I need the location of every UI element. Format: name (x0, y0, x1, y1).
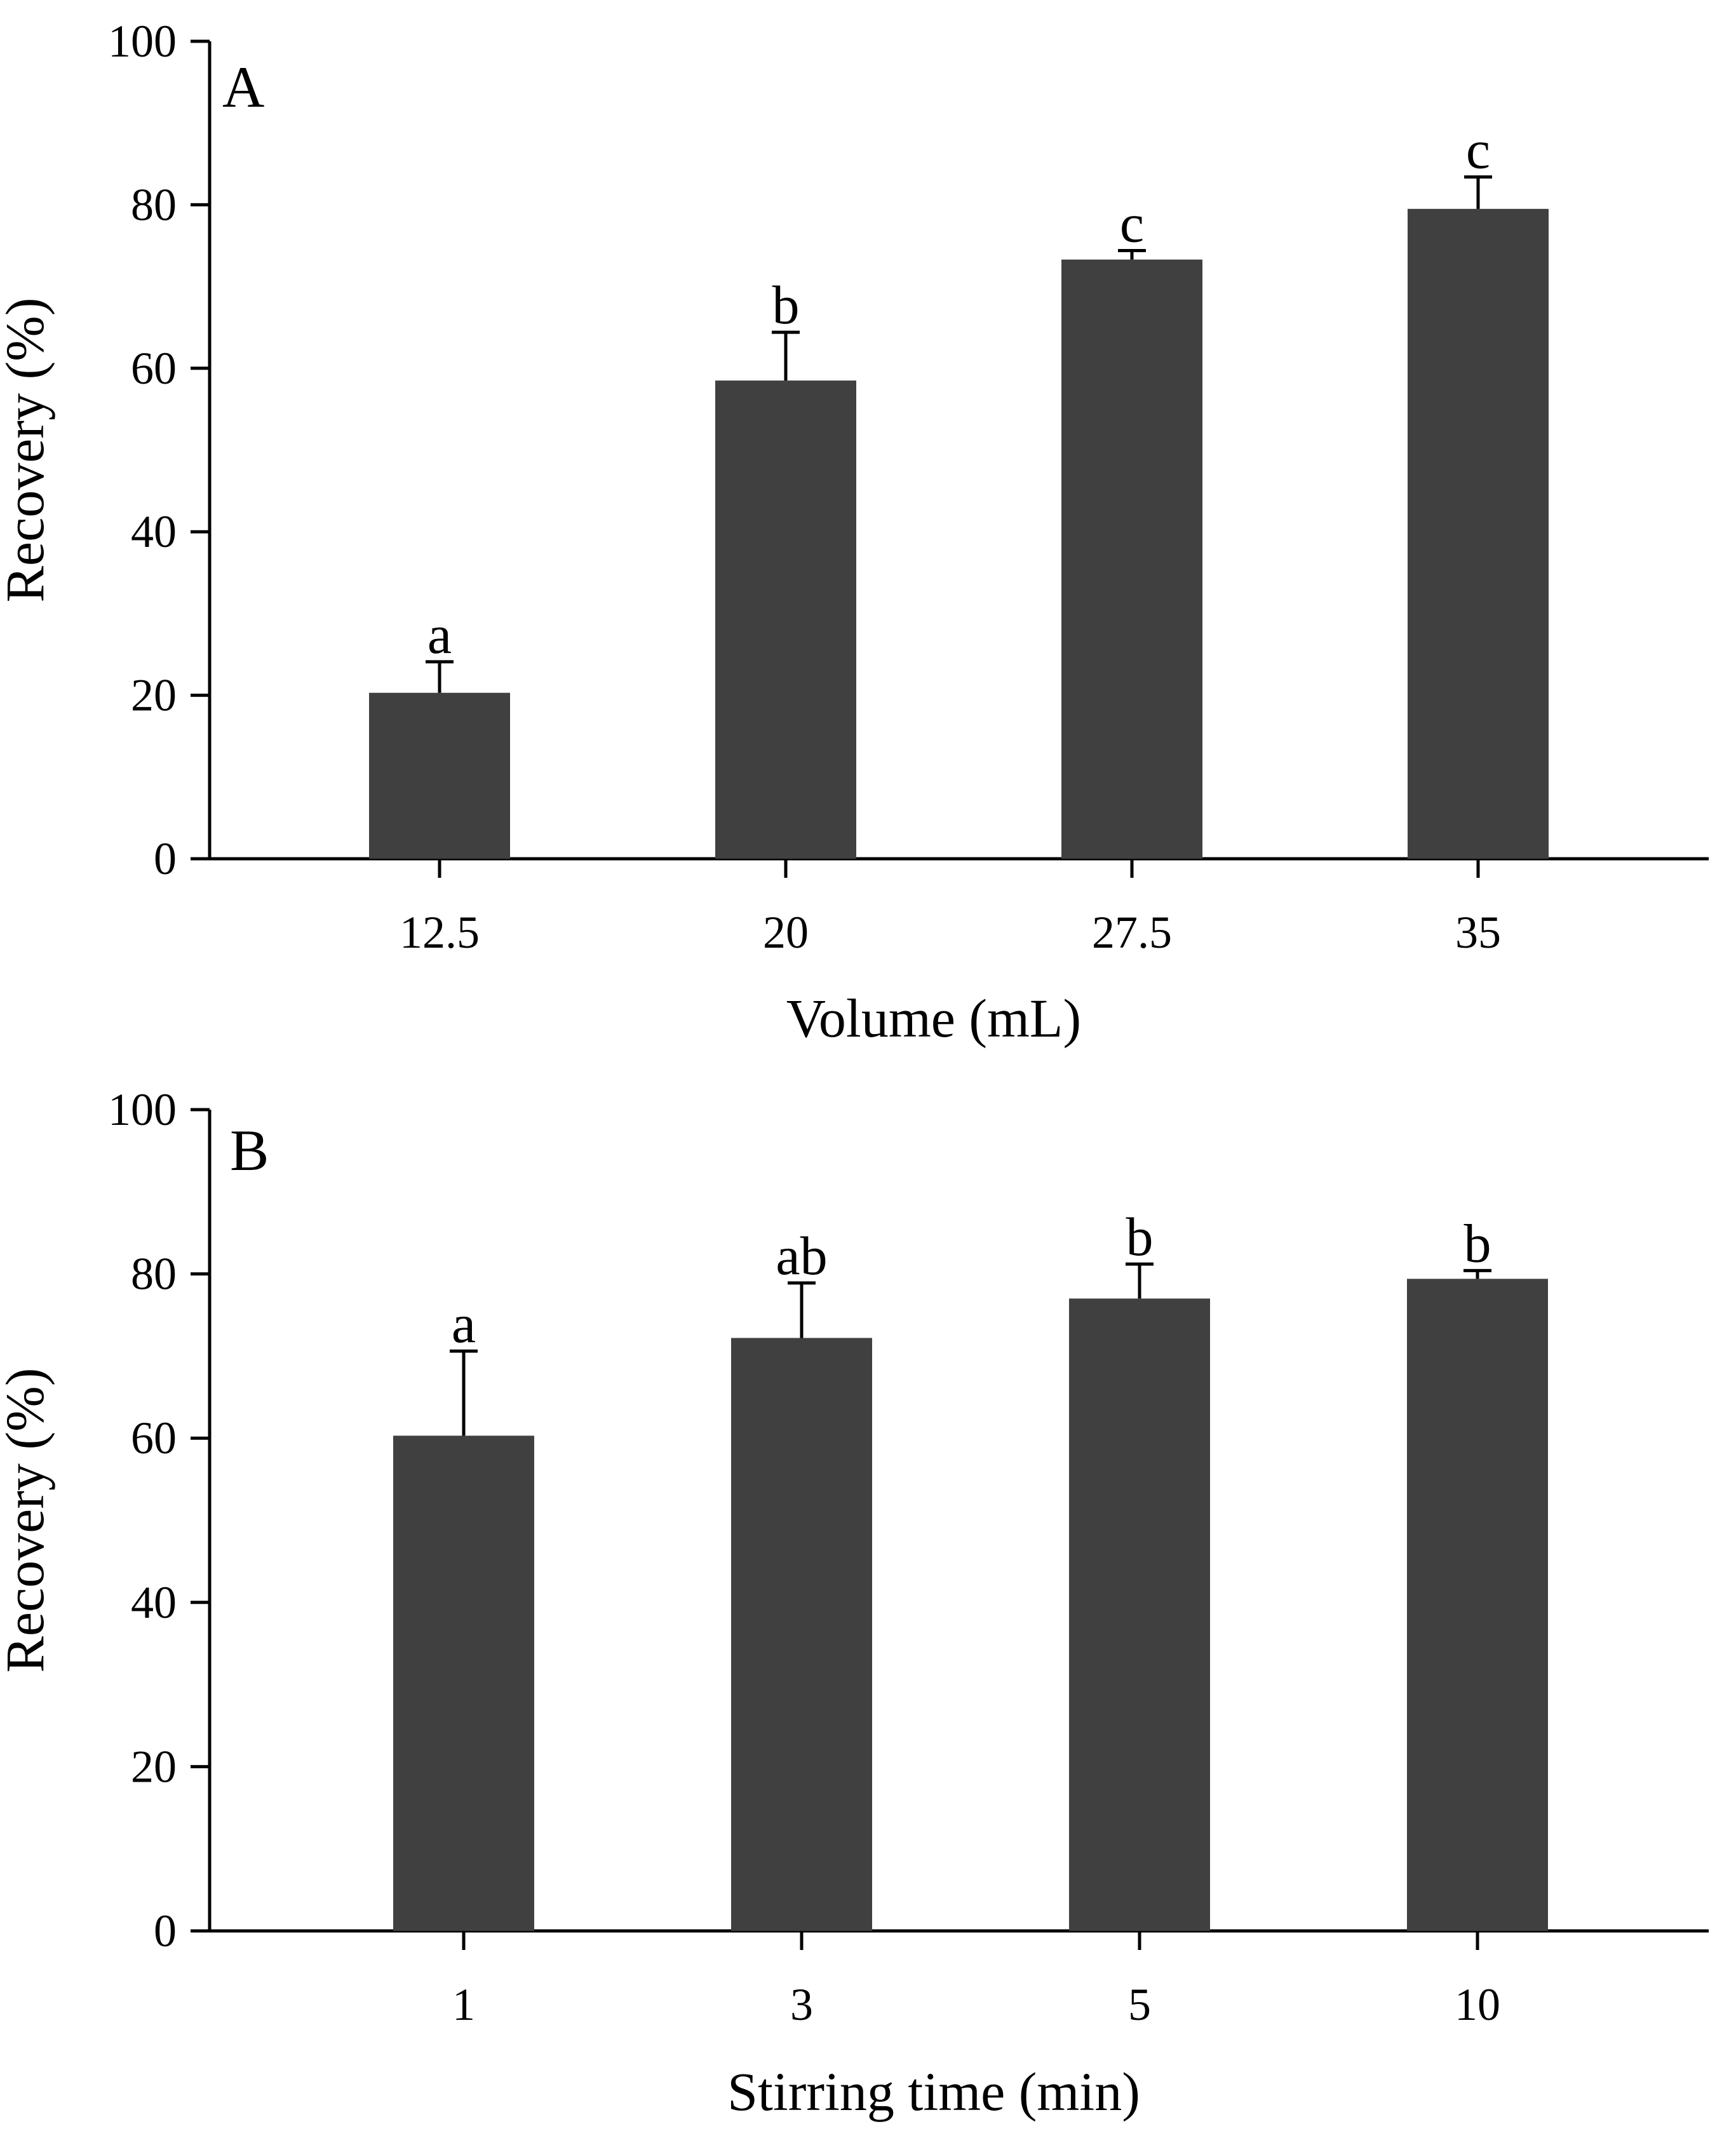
y-tick-label: 0 (154, 1906, 177, 1956)
x-tick-label: 5 (1128, 1979, 1151, 2030)
significance-letter: c (1120, 192, 1144, 253)
significance-letter: b (1464, 1213, 1491, 1274)
bar (1407, 1279, 1548, 1931)
x-tick-label: 3 (790, 1979, 813, 2030)
y-tick-label: 100 (108, 1084, 177, 1135)
x-tick-label: 20 (763, 907, 809, 958)
x-tick-label: 27.5 (1092, 907, 1172, 958)
bar (1069, 1298, 1210, 1931)
x-tick-label: 12.5 (400, 907, 480, 958)
panel-label: A (222, 55, 264, 119)
y-tick-label: 60 (131, 343, 177, 394)
panel-a-chart: 0 20 40 60 80 100 a 12.5 b 20 c 27.5 c 35 Volume (mL) R… (0, 16, 1709, 1049)
y-tick-label: 80 (131, 1249, 177, 1300)
significance-letter: b (1126, 1206, 1154, 1267)
y-tick-label: 20 (131, 1741, 177, 1792)
y-tick-label: 40 (131, 1577, 177, 1628)
x-tick-label: 10 (1455, 1979, 1500, 2030)
y-tick-label: 60 (131, 1413, 177, 1463)
bar (1408, 208, 1549, 859)
x-axis-title: Stirring time (min) (727, 2061, 1140, 2122)
y-axis-title: Recovery (%) (0, 1368, 55, 1673)
y-tick-label: 0 (154, 833, 177, 884)
y-tick-label: 100 (108, 16, 177, 67)
bar (715, 380, 856, 859)
significance-letter: c (1466, 119, 1490, 180)
y-tick-label: 20 (131, 670, 177, 721)
significance-letter: a (427, 604, 452, 665)
y-tick-label: 40 (131, 506, 177, 557)
panel-label: B (230, 1118, 269, 1183)
x-tick-label: 1 (452, 1979, 475, 2030)
bar (1061, 259, 1202, 859)
significance-letter: ab (776, 1225, 827, 1286)
x-axis-title: Volume (mL) (786, 988, 1081, 1049)
bar (369, 692, 510, 859)
y-axis-title: Recovery (%) (0, 298, 55, 603)
significance-letter: b (772, 274, 800, 335)
significance-letter: a (452, 1293, 476, 1354)
bar (731, 1338, 872, 1931)
panel-b-chart: 0 20 40 60 80 100 a 1 ab 3 b 5 b 10 Stirring time (min… (0, 1084, 1709, 2122)
x-tick-label: 35 (1455, 907, 1501, 958)
bar (393, 1435, 534, 1931)
y-tick-label: 80 (131, 179, 177, 230)
